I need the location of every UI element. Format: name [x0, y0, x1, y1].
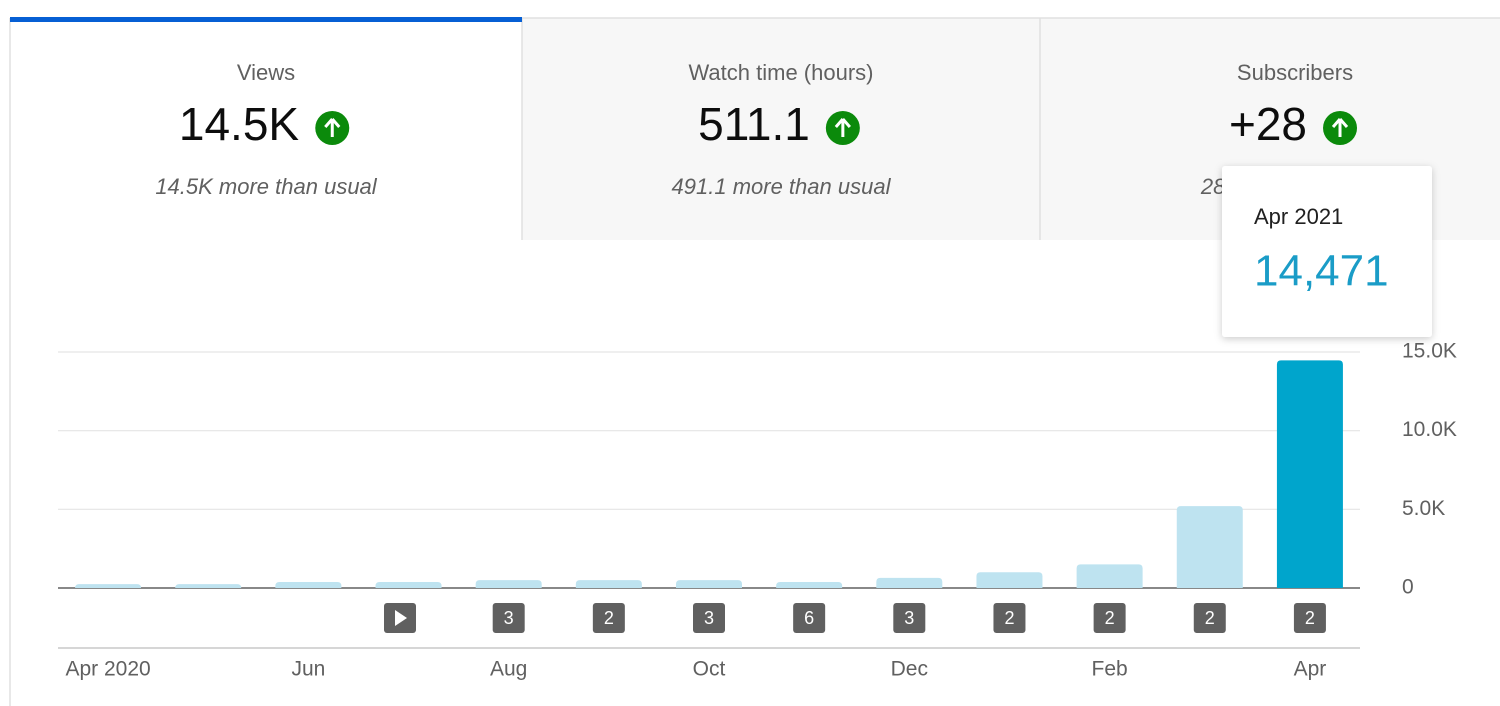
- video-count: 6: [804, 608, 814, 628]
- bar: [876, 577, 943, 588]
- video-count: 2: [1004, 608, 1014, 628]
- trend-up-icon: [315, 111, 350, 145]
- video-badge: [1093, 603, 1126, 633]
- tab-note: 14.5K more than usual: [155, 174, 377, 199]
- bar: [275, 582, 342, 588]
- tooltip-value: 14,471: [1254, 247, 1389, 296]
- video-badge: [384, 603, 416, 633]
- tab-label: Watch time (hours): [688, 60, 873, 85]
- video-badge: [492, 603, 525, 633]
- video-count: 3: [904, 608, 914, 628]
- x-tick-label: Dec: [891, 658, 928, 681]
- x-tick-label: Apr: [1294, 658, 1327, 681]
- bar: [75, 584, 142, 588]
- video-count: 2: [1205, 608, 1215, 628]
- x-tick-label: Jun: [291, 658, 325, 681]
- tab-value: +28: [1229, 98, 1307, 150]
- video-badge: [793, 603, 826, 633]
- tab-note: 491.1 more than usual: [672, 174, 892, 199]
- video-badge: [693, 603, 725, 633]
- x-tick-label: Apr 2020: [65, 658, 150, 681]
- bar: [1076, 564, 1143, 588]
- x-tick-label: Feb: [1092, 658, 1128, 681]
- video-badge: [1293, 603, 1326, 633]
- tab-value: 14.5K: [179, 98, 300, 150]
- bar: [375, 582, 442, 588]
- y-tick-label: 0: [1402, 576, 1414, 599]
- tab-value: 511.1: [698, 98, 810, 150]
- video-badge: [893, 603, 926, 633]
- bar: [776, 582, 843, 588]
- tooltip-box: [1222, 166, 1432, 337]
- bar: [976, 572, 1043, 588]
- x-tick-label: Oct: [693, 658, 726, 681]
- icon-arrow: [834, 118, 851, 137]
- video-count: 3: [504, 608, 514, 628]
- bar: [676, 580, 742, 588]
- y-tick-label: 5.0K: [1402, 497, 1445, 520]
- y-tick-label: 15.0K: [1402, 340, 1457, 363]
- trend-up-icon: [825, 111, 860, 145]
- video-count: 3: [704, 608, 714, 628]
- tab-label: Views: [237, 60, 295, 85]
- video-count: 2: [1105, 608, 1115, 628]
- x-tick-label: Aug: [490, 658, 527, 681]
- bar: [175, 584, 242, 588]
- video-badge: [592, 603, 625, 633]
- trend-up-icon: [1323, 111, 1358, 145]
- video-badge: [1193, 603, 1226, 633]
- tab-bg: [522, 18, 1040, 240]
- y-tick-label: 10.0K: [1402, 418, 1457, 441]
- bar: [575, 580, 642, 588]
- tooltip: Apr 2021 14,471: [1222, 166, 1432, 337]
- icon-arrow: [1331, 118, 1349, 137]
- tooltip-label: Apr 2021: [1254, 204, 1343, 229]
- bar: [475, 580, 542, 588]
- icon-arrow: [324, 118, 341, 137]
- bar: [1176, 506, 1243, 588]
- video-count: 2: [1305, 608, 1315, 628]
- video-count: 2: [604, 608, 614, 628]
- bar: [1276, 360, 1343, 588]
- tab-label: Subscribers: [1237, 60, 1353, 85]
- selected-tab-indicator: [10, 17, 522, 22]
- video-badge: [993, 603, 1026, 633]
